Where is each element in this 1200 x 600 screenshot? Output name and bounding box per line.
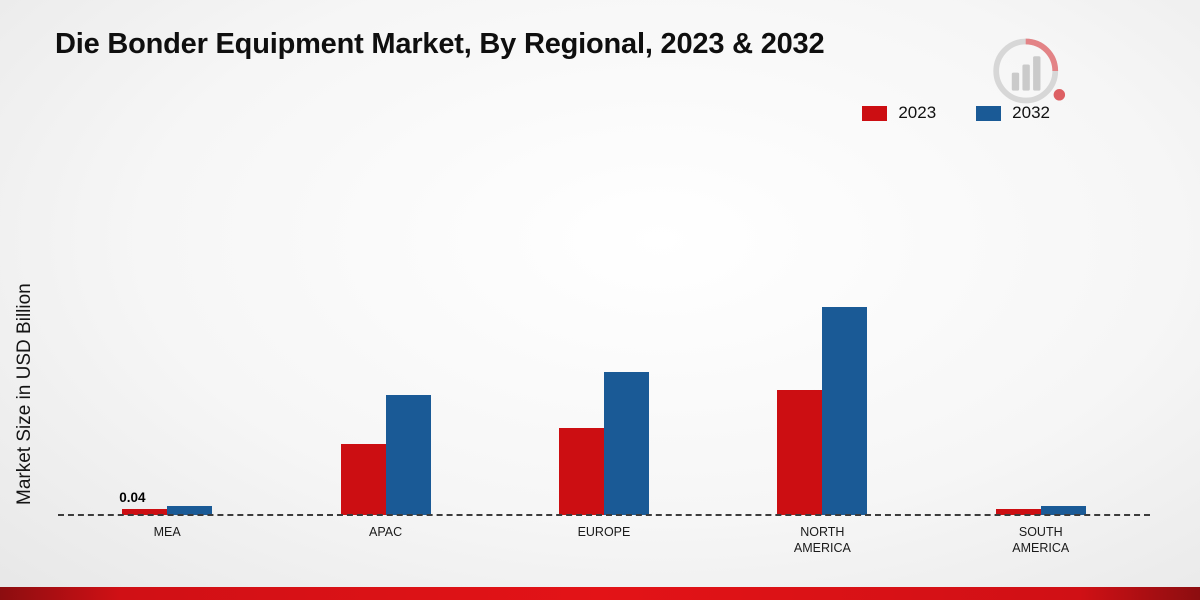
category-label-europe: EUROPE: [577, 525, 631, 539]
bottom-accent-bar: [0, 587, 1200, 600]
plot-area: 0.04 MEA APAC EUROPE NORTH AMERICA SOUTH AMER…: [58, 307, 1150, 555]
legend: 2023 2032: [862, 103, 1050, 123]
mrfr-logo-icon: [993, 38, 1066, 104]
legend-swatch-2023: [862, 105, 888, 121]
bar-group-apac: APAC: [340, 395, 431, 539]
category-label-apac: APAC: [369, 525, 403, 539]
bar-group-europe: EUROPE: [558, 372, 649, 539]
bar-group-south-america: SOUTH AMERICA: [995, 506, 1086, 555]
bar-group-north-america: NORTH AMERICA: [777, 307, 868, 555]
bar-group-mea: 0.04 MEA: [119, 490, 213, 539]
bar-2032-europe: [603, 372, 649, 515]
legend-item-2023: 2023: [862, 103, 936, 123]
category-label-mea: MEA: [153, 525, 181, 539]
bar-2023-europe: [558, 428, 604, 515]
bar-2032-north-america: [822, 307, 868, 515]
bar-2023-mea: 0.04: [119, 490, 168, 515]
bar-value-label: 0.04: [119, 490, 146, 505]
bar-2023-south-america: [995, 509, 1041, 515]
bar-2032-mea: [167, 506, 213, 515]
bar-2032-south-america: [1040, 506, 1086, 515]
legend-label: 2023: [898, 103, 937, 122]
legend-item-2032: 2032: [976, 103, 1050, 123]
legend-swatch-2032: [976, 105, 1002, 121]
bar-2032-apac: [385, 395, 431, 515]
legend-label: 2032: [1012, 103, 1050, 122]
category-label-north-america: NORTH AMERICA: [793, 525, 851, 556]
bar-2023-apac: [340, 444, 386, 515]
y-axis-label: Market Size in USD Billion: [14, 283, 35, 505]
x-axis-baseline: [58, 514, 1150, 516]
bar-2023-north-america: [777, 390, 823, 515]
category-label-south-america: SOUTH AMERICA: [1012, 525, 1070, 556]
chart-title: Die Bonder Equipment Market, By Regional…: [55, 28, 825, 60]
